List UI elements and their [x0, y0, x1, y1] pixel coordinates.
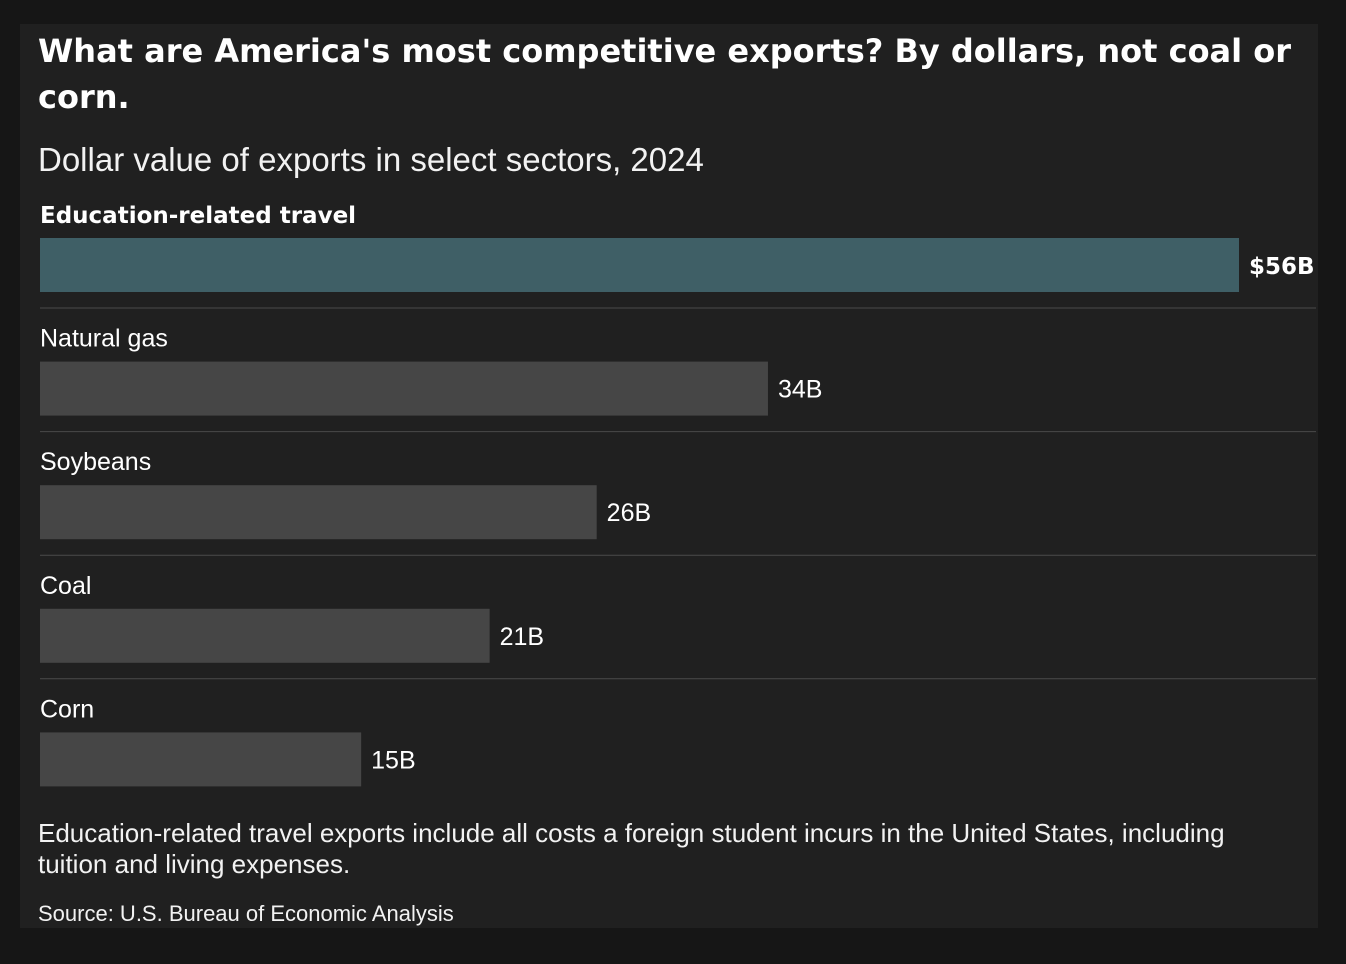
chart-source: Source: U.S. Bureau of Economic Analysis	[38, 901, 454, 926]
value-label: 34B	[778, 376, 822, 404]
chart-panel: What are America's most competitive expo…	[20, 24, 1318, 928]
category-label: Natural gas	[40, 325, 168, 353]
bar	[40, 608, 490, 663]
value-label: 15B	[371, 746, 415, 774]
bar	[40, 485, 597, 540]
category-label: Soybeans	[40, 448, 151, 476]
chart-title: What are America's most competitive expo…	[38, 32, 1292, 116]
bar-chart: Education-related travel $56B Natural gas 3…	[40, 203, 1316, 787]
value-label: $56B	[1249, 254, 1315, 280]
chart-subtitle: Dollar value of exports in select sector…	[38, 141, 704, 178]
chart-note: Education-related travel exports include…	[38, 818, 1225, 879]
category-label: Corn	[40, 695, 94, 723]
bar	[40, 238, 1239, 292]
category-label: Coal	[40, 572, 91, 600]
bar	[40, 732, 362, 787]
value-label: 26B	[607, 499, 651, 527]
bar	[40, 361, 768, 416]
value-label: 21B	[500, 623, 544, 651]
category-label: Education-related travel	[40, 203, 356, 229]
